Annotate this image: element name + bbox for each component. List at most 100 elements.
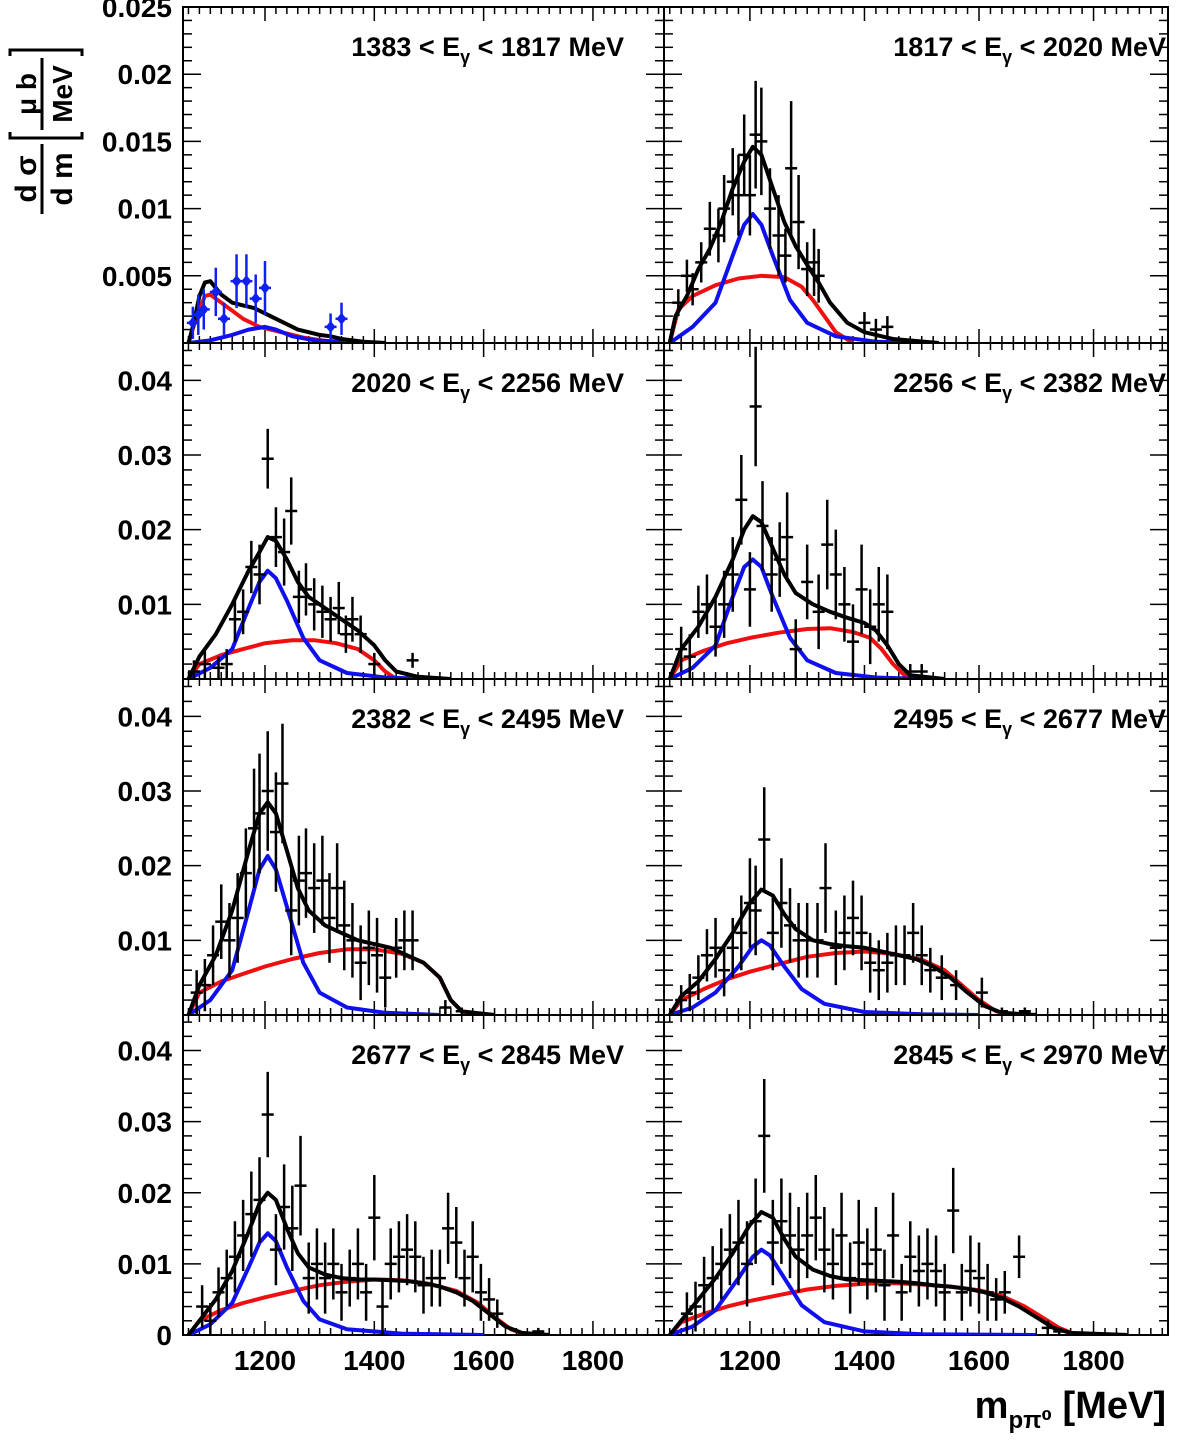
data-point — [826, 1228, 839, 1300]
data-point — [332, 581, 345, 635]
data-point — [683, 634, 696, 679]
y-tick-label: 0.02 — [118, 515, 173, 546]
data-point — [491, 1299, 504, 1328]
data-point — [285, 865, 298, 956]
data-point — [376, 1278, 389, 1335]
delta-curve — [668, 212, 922, 343]
data-point — [792, 1207, 805, 1293]
data-point — [1041, 1320, 1054, 1335]
data-point — [439, 1000, 452, 1015]
panel-plot-area — [186, 428, 451, 679]
data-point — [801, 544, 814, 620]
data-point — [1053, 1327, 1066, 1335]
data-point — [781, 492, 794, 582]
panel-7: 2677 < Eγ < 2845 MeV — [182, 1014, 665, 1336]
data-point — [198, 959, 211, 1012]
y-axis-title: d σ d m μ b MeV — [8, 48, 84, 214]
data-point — [231, 873, 244, 963]
data-point — [915, 925, 928, 986]
y-tick-label: 0.01 — [118, 1249, 173, 1280]
data-point — [532, 1327, 545, 1335]
data-point — [829, 910, 842, 986]
data-point — [772, 195, 785, 276]
data-point — [773, 522, 786, 597]
panel-6: 2495 < Eγ < 2677 MeV — [663, 678, 1169, 1016]
data-point — [187, 660, 200, 679]
data-point — [680, 259, 693, 292]
data-point — [351, 1228, 364, 1300]
panel-2: 1817 < Eγ < 2020 MeV — [663, 6, 1169, 344]
panel-4: 2256 < Eγ < 2382 MeV — [663, 342, 1169, 680]
data-point — [735, 455, 748, 545]
data-point — [324, 596, 337, 642]
data-point — [212, 656, 225, 679]
data-point — [285, 477, 298, 545]
data-point — [335, 302, 348, 335]
data-point — [732, 1199, 745, 1286]
panel-plot-area — [667, 787, 1037, 1015]
data-point — [207, 925, 220, 986]
data-point — [368, 652, 381, 676]
data-point — [700, 929, 713, 982]
data-point — [864, 932, 877, 993]
data-point — [258, 261, 271, 315]
y-tick-label: 0.04 — [118, 365, 173, 396]
panels-layer: 1383 < Eγ < 1817 MeV 1817 < Eγ < 2020 MeV… — [182, 6, 1169, 1336]
data-point — [354, 925, 367, 1001]
x-tick-label: 1200 — [234, 1345, 296, 1376]
data-point — [230, 254, 243, 309]
data-point — [368, 1175, 381, 1261]
data-point — [276, 723, 289, 844]
data-point — [904, 664, 917, 679]
data-point — [360, 1263, 373, 1321]
y-tick-label: 0.02 — [118, 59, 173, 90]
data-point — [712, 208, 725, 263]
data-point — [766, 895, 779, 971]
data-point — [981, 1263, 994, 1321]
data-point — [292, 835, 305, 926]
y-tick-label: 0.01 — [118, 925, 173, 956]
data-point — [749, 1178, 762, 1264]
data-point — [847, 880, 859, 956]
data-point — [417, 1256, 430, 1314]
data-point — [237, 1199, 250, 1271]
delta-curve — [188, 324, 375, 343]
y-tick-label: 0 — [156, 1320, 172, 1351]
data-point — [723, 1214, 736, 1286]
data-point — [455, 1007, 468, 1015]
data-point — [947, 1167, 960, 1254]
data-point — [1013, 1235, 1026, 1279]
x-axis-title: mpπ⁰ [MeV] — [975, 1385, 1166, 1434]
data-point — [686, 273, 699, 306]
x-tick-label: 1200 — [719, 1345, 781, 1376]
data-point — [483, 1278, 496, 1321]
panel-1: 1383 < Eγ < 1817 MeV — [182, 6, 665, 344]
data-point — [269, 1214, 282, 1286]
y-tick-label: 0.005 — [102, 261, 172, 292]
panel-5: 2382 < Eγ < 2495 MeV — [182, 678, 665, 1016]
data-point — [245, 540, 258, 594]
data-point — [898, 925, 911, 986]
data-point — [785, 101, 798, 236]
data-point — [220, 1249, 233, 1307]
data-point — [294, 1135, 307, 1236]
data-point — [847, 604, 859, 679]
data-point — [801, 242, 814, 296]
data-point — [872, 940, 885, 1001]
data-point — [784, 1192, 796, 1279]
data-point — [253, 753, 266, 874]
delta-curve — [669, 1247, 1037, 1335]
data-point — [302, 1242, 315, 1314]
data-point — [406, 652, 419, 668]
data-point — [240, 254, 253, 309]
x-tick-label: 1600 — [948, 1345, 1010, 1376]
data-point — [354, 615, 367, 653]
data-point — [409, 1221, 422, 1293]
data-point — [775, 858, 788, 948]
data-point — [466, 1221, 479, 1293]
data-point — [930, 1235, 943, 1307]
y-axis-title-unit-num: μ b — [11, 73, 42, 115]
data-point — [692, 955, 705, 1001]
delta-curve — [669, 938, 980, 1015]
